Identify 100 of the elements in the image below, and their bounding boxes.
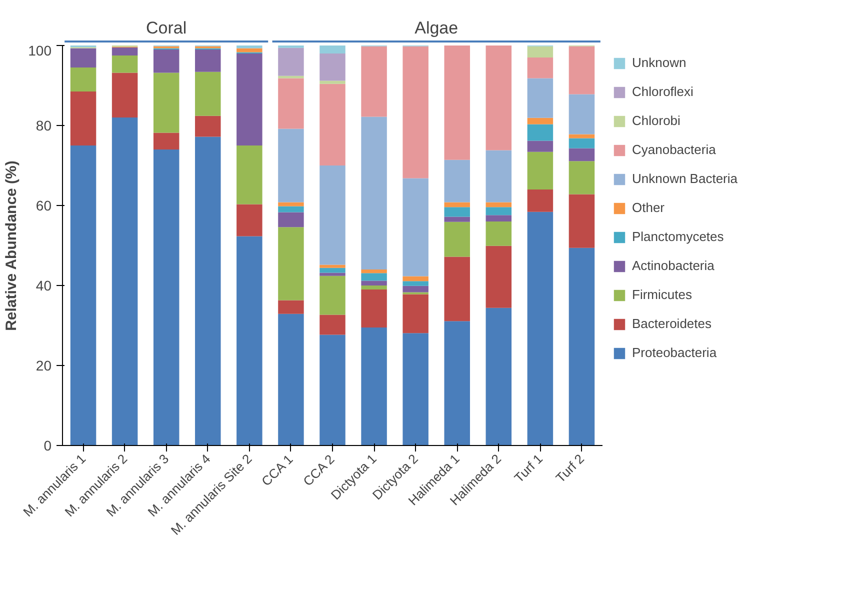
bar <box>278 206 304 212</box>
bar <box>320 334 346 446</box>
bar <box>320 276 346 315</box>
bar <box>278 227 304 300</box>
bar <box>70 68 96 92</box>
bar <box>112 48 138 56</box>
bar <box>112 56 138 73</box>
bar <box>278 48 304 76</box>
y-tick-label: 100 <box>28 42 52 58</box>
bar <box>444 321 470 446</box>
bar <box>568 46 595 94</box>
bar <box>486 215 512 222</box>
bar <box>486 222 512 246</box>
legend-label: Planctomycetes <box>632 229 724 244</box>
bar <box>153 50 180 73</box>
legend-label: Chlorobi <box>632 113 680 128</box>
bar <box>568 94 595 134</box>
bar <box>278 78 304 129</box>
bar <box>320 46 346 54</box>
bar <box>236 48 262 52</box>
bar <box>444 256 470 322</box>
bar <box>527 58 554 78</box>
bar <box>444 202 470 208</box>
bar <box>112 72 138 118</box>
bar <box>568 138 595 148</box>
text: Coral <box>146 18 187 38</box>
legend-label: Proteobacteria <box>632 345 717 360</box>
bar <box>70 92 96 146</box>
bar <box>153 132 180 150</box>
bar <box>402 286 428 292</box>
legend-label: Actinobacteria <box>632 258 714 273</box>
bar <box>278 128 304 202</box>
bar <box>320 314 346 335</box>
bar <box>361 46 387 117</box>
bar <box>527 140 554 152</box>
legend-label: Cyanobacteria <box>632 142 716 157</box>
bar <box>568 148 595 162</box>
bar <box>236 54 262 146</box>
legend-label: Firmicutes <box>632 287 692 302</box>
bar <box>320 268 346 273</box>
bar <box>195 136 221 446</box>
bar <box>361 273 387 281</box>
bar <box>402 294 428 334</box>
y-axis-title: Relative Abundance (%) <box>3 160 20 331</box>
y-tick-label: 0 <box>44 438 52 454</box>
x-tick-label: CCA 2 <box>300 452 338 489</box>
bar <box>527 124 554 141</box>
bar <box>568 134 595 138</box>
y-tick-label: 20 <box>36 358 52 374</box>
bar <box>361 328 387 446</box>
legend-label: Unknown <box>632 55 686 70</box>
bar <box>444 216 470 222</box>
bar <box>402 276 428 282</box>
legend-label: Chloroflexi <box>632 84 694 99</box>
legend-label: Bacteroidetes <box>632 316 712 331</box>
bar <box>568 248 595 446</box>
bar <box>361 280 387 286</box>
bar <box>70 48 96 68</box>
bar <box>278 202 304 206</box>
bar <box>320 166 346 265</box>
bar <box>402 333 428 446</box>
bar <box>278 314 304 446</box>
bar <box>320 84 346 166</box>
bar <box>444 207 470 217</box>
bar <box>444 46 470 160</box>
bar <box>361 116 387 270</box>
legend-label: Other <box>632 200 665 215</box>
bar <box>361 286 387 290</box>
bar <box>320 264 346 268</box>
bar <box>278 76 304 78</box>
x-tick-label: Turf 1 <box>511 451 546 486</box>
bar <box>70 146 96 446</box>
bar <box>236 146 262 204</box>
bar <box>236 46 262 48</box>
bar <box>320 272 346 276</box>
x-tick-label: Turf 2 <box>552 451 588 486</box>
bar <box>195 116 221 137</box>
bar <box>444 160 470 202</box>
bar <box>527 118 554 124</box>
bar <box>361 270 387 274</box>
bar <box>486 246 512 308</box>
bar <box>402 178 428 276</box>
bar <box>278 300 304 314</box>
bar <box>153 150 180 446</box>
bar <box>527 78 554 118</box>
bar <box>236 236 262 446</box>
bar <box>527 46 554 58</box>
bar <box>527 190 554 212</box>
bar <box>361 290 387 328</box>
bar <box>153 72 180 133</box>
bar <box>195 72 221 116</box>
bar <box>320 54 346 81</box>
text: Algae <box>414 18 458 38</box>
bar <box>195 50 221 72</box>
bar <box>568 194 595 248</box>
x-tick-label: CCA 1 <box>258 452 296 489</box>
bar <box>444 222 470 257</box>
bar <box>320 80 346 84</box>
bar <box>486 150 512 202</box>
bar <box>486 46 512 150</box>
